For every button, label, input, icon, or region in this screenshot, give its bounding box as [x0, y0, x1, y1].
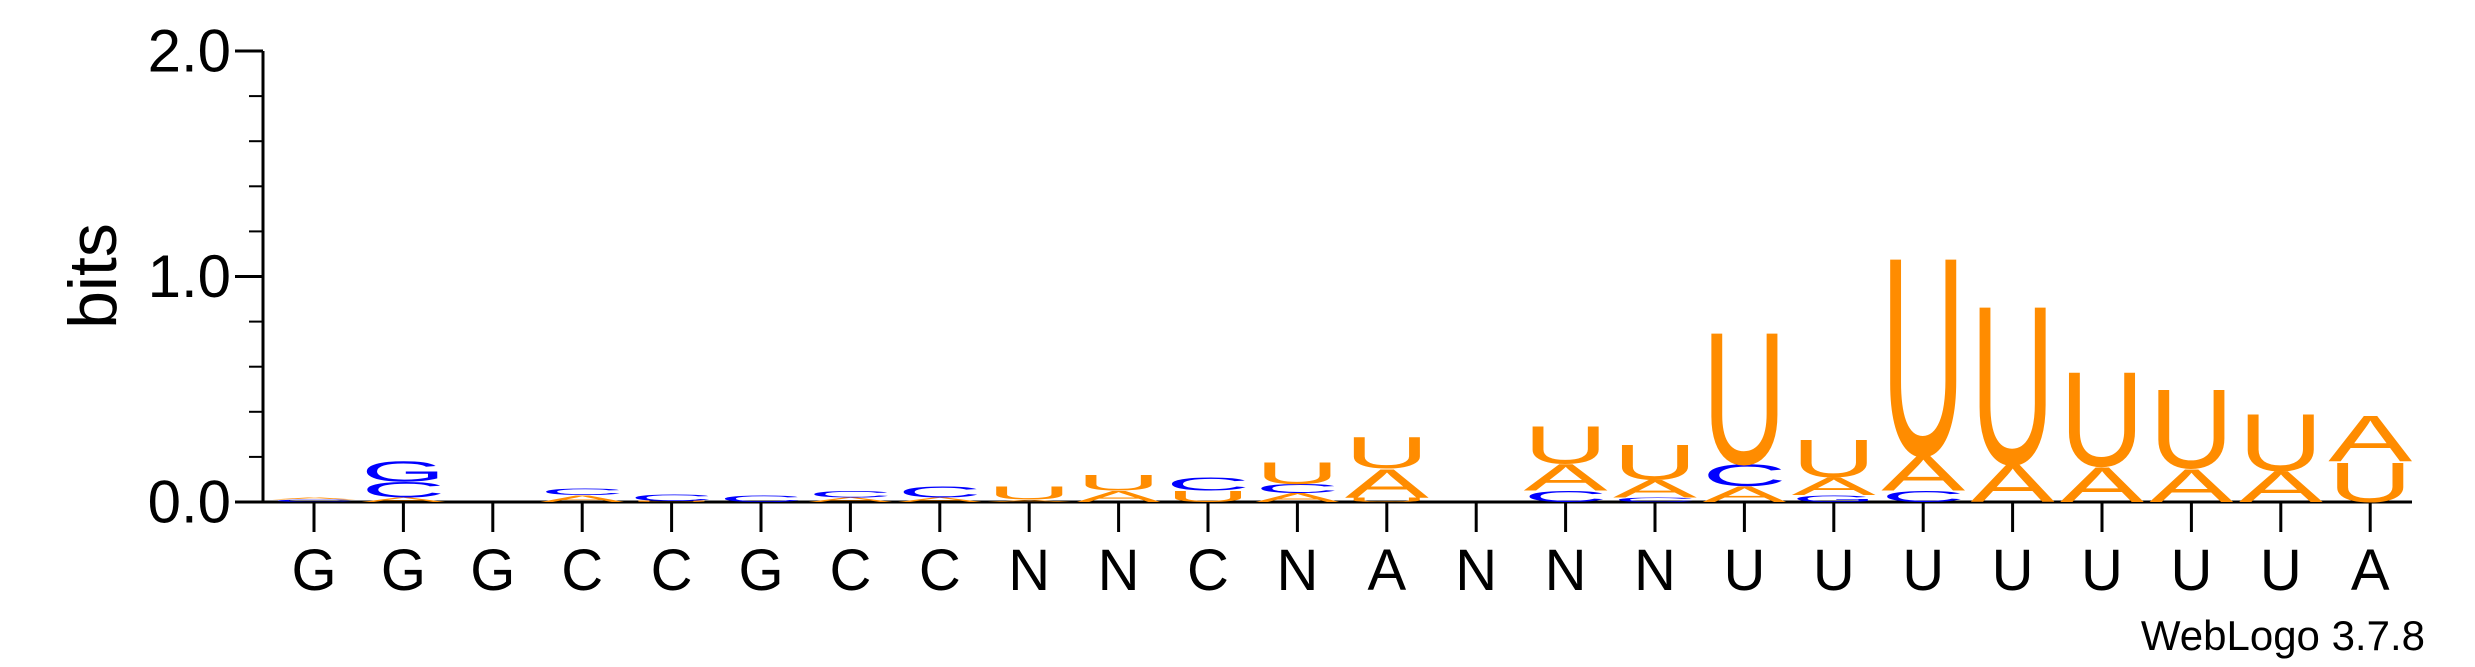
x-tick-label: N — [1276, 538, 1318, 603]
x-tick-label: C — [561, 538, 603, 603]
x-tick-label: N — [1008, 538, 1050, 603]
logo-letter-U: U — [1881, 198, 1965, 515]
logo-letter-A: A — [361, 496, 446, 503]
logo-letter-A: A — [1255, 491, 1339, 505]
logo-letter-C: C — [540, 487, 624, 498]
logo-letter-U: U — [987, 483, 1071, 504]
y-ticks: 0.0 1.0 2.0 — [148, 18, 263, 536]
logo-letter-C: C — [1524, 488, 1608, 506]
logo-letter-U: U — [2239, 397, 2323, 488]
logo-letter-A: A — [2149, 460, 2234, 513]
logo-letter-U: U — [630, 501, 714, 503]
logo-letter-U: U — [1524, 416, 1608, 476]
x-tick-label: U — [2081, 538, 2123, 603]
logo-letter-C: C — [719, 494, 803, 505]
logo-letter-G: G — [361, 456, 445, 488]
logo-letter-A: A — [1345, 460, 1430, 506]
logo-letter-A: A — [540, 493, 625, 504]
logo-letter-C: C — [898, 483, 982, 501]
x-tick-label: N — [1634, 538, 1676, 603]
y-tick-label: 0.0 — [148, 469, 231, 536]
x-tick-label: U — [1902, 538, 1944, 603]
logo-letter-U: U — [1345, 428, 1429, 478]
logo-letter-A: A — [898, 496, 983, 503]
x-tick-label: C — [651, 538, 693, 603]
logo-letter-U: U — [1613, 434, 1697, 490]
x-tick-label: U — [2260, 538, 2302, 603]
y-axis-label: bits — [55, 223, 131, 329]
x-tick-label: G — [738, 538, 783, 603]
x-tick-label: G — [470, 538, 515, 603]
logo-letter-U: U — [1971, 260, 2055, 513]
x-tick-label: A — [2351, 538, 2390, 603]
logo-letter-A: A — [987, 499, 1072, 503]
logo-letter-U: U — [1792, 429, 1876, 489]
logo-letter-U: U — [1077, 471, 1161, 496]
x-tick-label: G — [291, 538, 336, 603]
logo-letter-A: A — [1792, 473, 1877, 501]
logo-letter-C: C — [808, 489, 892, 500]
logo-letter-C: C — [1702, 458, 1786, 493]
x-tick-label: U — [1813, 538, 1855, 603]
logo-letter-A: A — [1881, 446, 1965, 502]
logo-letter-A: A — [1702, 482, 1787, 507]
logo-letter-A: A — [2239, 462, 2323, 511]
logo-letter-A: A — [1971, 453, 2056, 513]
x-tick-label: G — [381, 538, 426, 603]
x-tick-label: U — [2170, 538, 2212, 603]
logo-letter-U: U — [1702, 294, 1786, 505]
logo-letter-U: U — [2060, 344, 2144, 495]
x-tick-label: C — [1187, 538, 1229, 603]
logo-letter-A: A — [2328, 402, 2412, 476]
logo-letter-C: C — [1166, 474, 1250, 495]
logo-letter-C: C — [1881, 488, 1965, 506]
y-tick-label: 1.0 — [148, 243, 231, 310]
x-tick-label: A — [1367, 538, 1406, 603]
logo-letter-C: C — [630, 492, 714, 503]
logo-letter-A: A — [1524, 457, 1608, 499]
x-tick-label: U — [1992, 538, 2034, 603]
logo-letter-A: A — [272, 497, 357, 501]
x-tick-label: U — [1723, 538, 1765, 603]
logo-letter-U: U — [1345, 496, 1429, 503]
logo-letter-U: U — [2328, 451, 2412, 514]
y-tick-label: 2.0 — [148, 18, 231, 85]
x-tick-label: N — [1098, 538, 1140, 603]
logo-letter-U: U — [1166, 488, 1250, 506]
x-tick-label: N — [1455, 538, 1497, 603]
logo-letter-A: A — [808, 496, 893, 503]
x-tick-label: C — [919, 538, 961, 603]
logo-letter-G: G — [1792, 494, 1876, 504]
logo-letter-C: C — [1255, 482, 1339, 496]
logo-letter-C: C — [361, 477, 445, 502]
logo-letter-C: C — [272, 499, 356, 502]
x-tick-label: N — [1545, 538, 1587, 603]
logo-letter-A: A — [1077, 488, 1161, 506]
logo-letter-A: A — [1613, 475, 1698, 503]
logo-letter-U: U — [2149, 366, 2233, 492]
x-tick-label: C — [829, 538, 871, 603]
logo-letter-C: C — [1613, 496, 1697, 503]
logo-letter-U: U — [1255, 456, 1339, 491]
credit-text: WebLogo 3.7.8 — [2141, 612, 2425, 659]
logo-letter-A: A — [2060, 457, 2144, 513]
